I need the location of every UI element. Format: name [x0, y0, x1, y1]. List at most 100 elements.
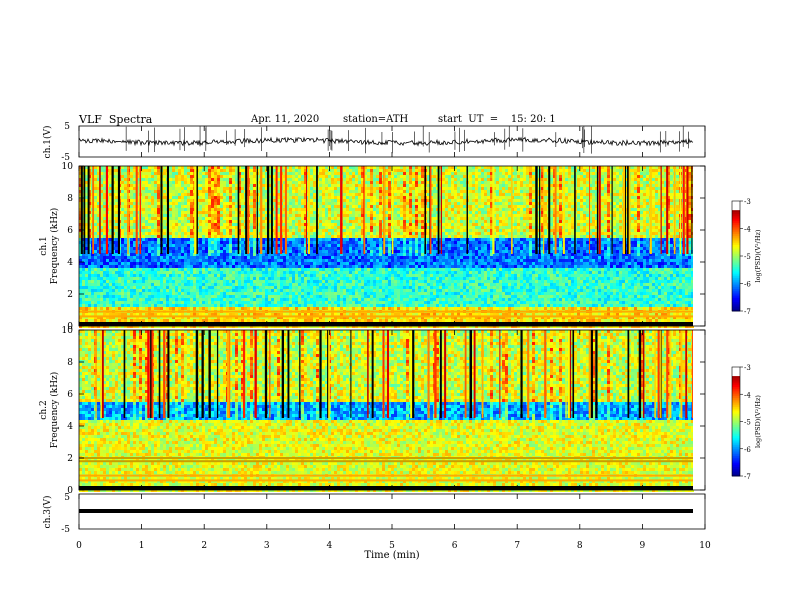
spectrogram-cell [130, 226, 133, 229]
spectrogram-cell [169, 196, 172, 199]
spectrogram-cell [316, 262, 319, 265]
spectrogram-cell [148, 181, 151, 184]
spectrogram-cell [217, 172, 220, 175]
spectrogram-cell [109, 262, 112, 265]
spectrogram-cell [334, 250, 337, 253]
spectrogram-cell [265, 280, 268, 283]
spectrogram-cell [115, 169, 118, 172]
spectrogram-cell [226, 289, 229, 292]
spectrogram-cell [349, 184, 352, 187]
spectrogram-cell [310, 235, 313, 238]
spectrogram-cell [106, 292, 109, 295]
spectrogram-cell [235, 208, 238, 211]
spectrogram-cell [289, 208, 292, 211]
spectrogram-cell [205, 205, 208, 208]
spectrogram-cell [244, 298, 247, 301]
spectrogram-cell [325, 250, 328, 253]
spectrogram-cell [217, 286, 220, 289]
spectrogram-cell [163, 181, 166, 184]
spectrogram-cell [199, 253, 202, 256]
spectrogram-cell [169, 235, 172, 238]
spectrogram-cell [124, 250, 127, 253]
spectrogram-cell [178, 178, 181, 181]
spectrogram-cell [352, 205, 355, 208]
spectrogram-cell [244, 265, 247, 268]
spectrogram-cell [178, 250, 181, 253]
spectrogram-cell [115, 208, 118, 211]
spectrogram-cell [139, 277, 142, 280]
spectrogram-cell [337, 217, 340, 220]
spectrogram-cell [253, 214, 256, 217]
spectrogram-cell [112, 280, 115, 283]
spectrogram-cell [211, 274, 214, 277]
spectrogram-cell [160, 265, 163, 268]
spectrogram-cell [130, 217, 133, 220]
spectrogram-cell [277, 295, 280, 298]
spectrogram-cell [352, 175, 355, 178]
spectrogram-cell [220, 277, 223, 280]
spectrogram-cell [247, 319, 250, 322]
spectrogram-cell [343, 250, 346, 253]
spectrogram-cell [157, 169, 160, 172]
spectrogram-cell [277, 268, 280, 271]
spectrogram-cell [190, 280, 193, 283]
spectrogram-cell [349, 304, 352, 307]
spectrogram-cell [205, 295, 208, 298]
spectrogram-cell [235, 214, 238, 217]
spectrogram-cell [115, 268, 118, 271]
spectrogram-cell [232, 238, 235, 241]
spectrogram-cell [178, 286, 181, 289]
spectrogram-cell [307, 262, 310, 265]
spectrogram-cell [316, 265, 319, 268]
spectrogram-cell [328, 202, 331, 205]
spectrogram-cell [187, 256, 190, 259]
spectrogram-cell [352, 229, 355, 232]
spectrogram-cell [349, 319, 352, 322]
spectrogram-cell [136, 262, 139, 265]
spectrogram-cell [106, 259, 109, 262]
spectrogram-cell [103, 238, 106, 241]
spectrogram-cell [256, 268, 259, 271]
spectrogram-cell [220, 247, 223, 250]
spectrogram-cell [85, 175, 88, 178]
spectrogram-cell [160, 307, 163, 310]
spectrogram-cell [223, 295, 226, 298]
spectrogram-cell [169, 211, 172, 214]
spectrogram-cell [289, 193, 292, 196]
spectrogram-cell [262, 226, 265, 229]
spectrogram-cell [205, 238, 208, 241]
spectrogram-cell [217, 283, 220, 286]
spectrogram-cell [169, 274, 172, 277]
spectrogram-cell [298, 301, 301, 304]
spectrogram-cell [235, 301, 238, 304]
spectrogram-cell [238, 295, 241, 298]
spectrogram-cell [217, 229, 220, 232]
spectrogram-cell [295, 253, 298, 256]
spectrogram-cell [271, 319, 274, 322]
spectrogram-cell [340, 292, 343, 295]
spectrogram-cell [199, 172, 202, 175]
spectrogram-cell [196, 304, 199, 307]
spectrogram-cell [274, 259, 277, 262]
spectrogram-cell [202, 187, 205, 190]
spectrogram-cell [238, 265, 241, 268]
spectrogram-cell [337, 238, 340, 241]
spectrogram-cell [115, 223, 118, 226]
spectrogram-cell [277, 298, 280, 301]
spectrogram-cell [298, 199, 301, 202]
spectrogram-cell [211, 184, 214, 187]
spectrogram-cell [334, 178, 337, 181]
spectrogram-cell [175, 214, 178, 217]
spectrogram-cell [115, 295, 118, 298]
spectrogram-cell [328, 205, 331, 208]
spectrogram-cell [283, 301, 286, 304]
spectrogram-cell [295, 172, 298, 175]
spectrogram-cell [91, 286, 94, 289]
spectrogram-cell [121, 169, 124, 172]
spectrogram-cell [328, 301, 331, 304]
spectrogram-cell [349, 214, 352, 217]
spectrogram-cell [217, 244, 220, 247]
spectrogram-cell [328, 232, 331, 235]
spectrogram-cell [253, 232, 256, 235]
spectrogram-cell [130, 295, 133, 298]
